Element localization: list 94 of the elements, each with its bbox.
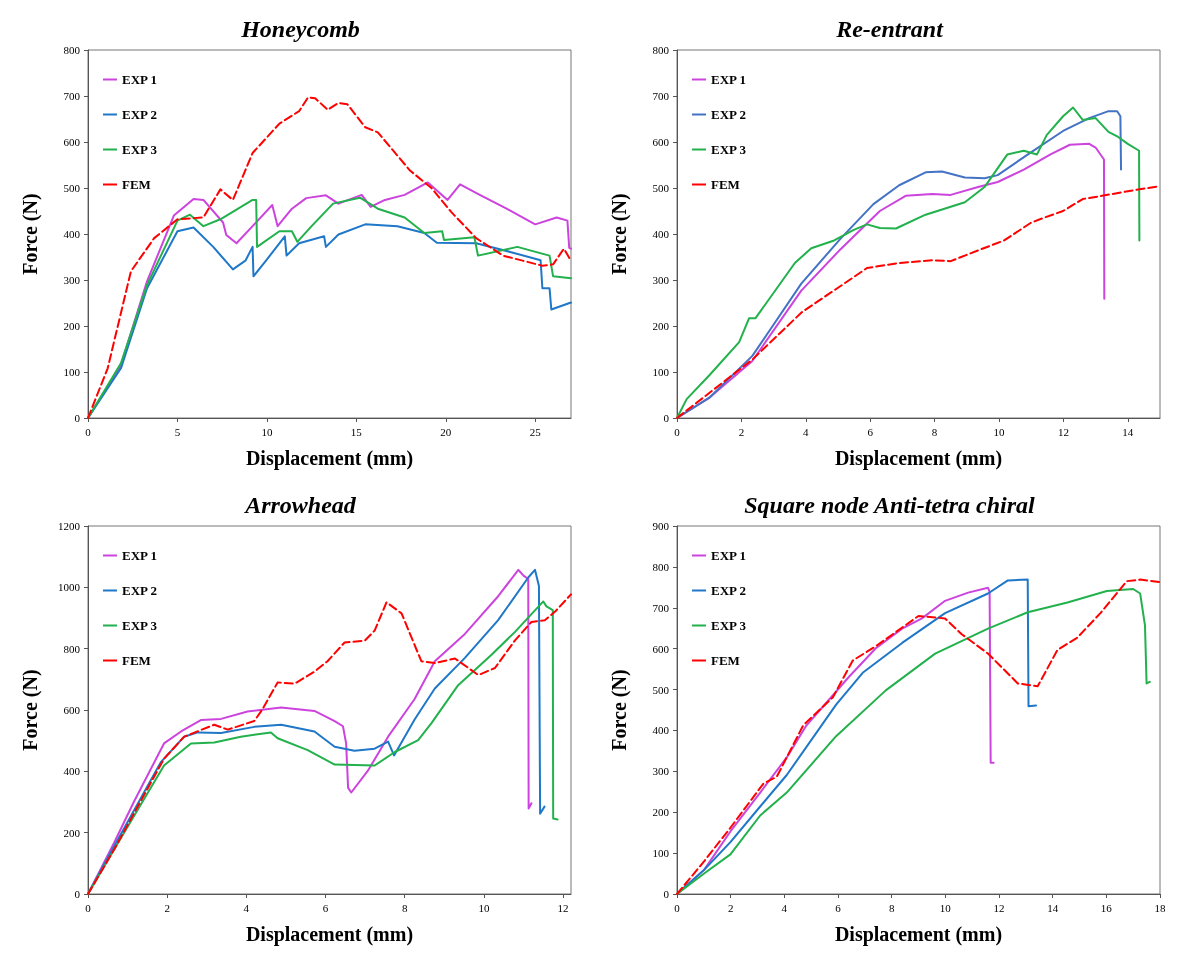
legend-label: EXP 1 (122, 72, 158, 87)
x-tick-label: 6 (322, 901, 329, 914)
legend-label: EXP 2 (711, 107, 747, 122)
x-tick-label: 0 (674, 425, 681, 438)
y-tick-label: 600 (63, 704, 81, 716)
x-tick-label: 8 (888, 901, 895, 914)
chart-title: Re-entrant (835, 16, 945, 42)
x-tick-label: 16 (1100, 901, 1113, 914)
y-tick-label: 300 (652, 765, 670, 778)
x-axis-title: Displacement (mm) (834, 923, 1003, 946)
x-tick-label: 8 (401, 901, 408, 914)
x-tick-label: 4 (803, 425, 810, 438)
y-axis-title: Force (N) (19, 193, 42, 275)
y-tick-label: 600 (63, 136, 81, 148)
legend-label: FEM (711, 177, 740, 192)
y-tick-label: 200 (652, 320, 670, 332)
y-tick-label: 400 (652, 228, 670, 240)
x-tick-label: 4 (243, 901, 250, 914)
y-axis-title: Force (N) (19, 669, 42, 751)
y-tick-label: 100 (652, 847, 670, 860)
legend-label: EXP 3 (122, 618, 158, 633)
y-tick-label: 800 (63, 44, 81, 56)
y-tick-label: 200 (63, 320, 81, 332)
legend-label: EXP 3 (711, 142, 747, 157)
chart-title: Honeycomb (240, 16, 360, 42)
y-tick-label: 100 (63, 366, 81, 378)
y-tick-label: 300 (63, 274, 81, 286)
x-tick-label: 4 (781, 901, 788, 914)
x-tick-label: 2 (727, 901, 734, 914)
legend-label: EXP 3 (122, 142, 158, 157)
x-tick-label: 15 (350, 425, 363, 438)
y-tick-label: 0 (74, 412, 81, 424)
y-tick-label: 1200 (58, 520, 81, 532)
x-tick-label: 5 (174, 425, 181, 438)
y-tick-label: 800 (63, 642, 81, 655)
legend-label: EXP 2 (122, 583, 158, 598)
x-axis-title: Displacement (mm) (245, 447, 414, 470)
x-axis-title: Displacement (mm) (245, 923, 414, 946)
x-tick-label: 20 (440, 425, 452, 438)
y-tick-label: 0 (74, 888, 81, 900)
y-axis-title: Force (N) (608, 669, 631, 751)
y-tick-label: 600 (652, 136, 670, 148)
x-tick-label: 2 (164, 901, 170, 914)
x-tick-label: 6 (835, 901, 842, 914)
y-tick-label: 800 (652, 44, 670, 56)
y-tick-label: 500 (652, 182, 670, 194)
y-tick-label: 500 (652, 683, 670, 696)
y-tick-label: 400 (652, 724, 670, 737)
y-tick-label: 500 (63, 182, 81, 194)
x-tick-label: 12 (993, 901, 1005, 914)
y-tick-label: 200 (63, 826, 81, 839)
x-tick-label: 6 (867, 425, 874, 438)
chart-title: Square node Anti-tetra chiral (744, 492, 1036, 518)
y-tick-label: 700 (63, 90, 81, 102)
y-axis-title: Force (N) (608, 193, 631, 275)
y-tick-label: 1000 (58, 581, 81, 594)
x-tick-label: 0 (85, 901, 92, 914)
x-tick-label: 10 (993, 425, 1005, 438)
x-tick-label: 0 (85, 425, 92, 438)
y-tick-label: 900 (652, 520, 670, 532)
x-axis-title: Displacement (mm) (834, 447, 1003, 470)
x-tick-label: 12 (557, 901, 569, 914)
legend-label: EXP 2 (122, 107, 158, 122)
legend-label: FEM (122, 177, 151, 192)
x-tick-label: 10 (478, 901, 490, 914)
y-tick-label: 700 (652, 90, 670, 102)
x-tick-label: 10 (939, 901, 952, 914)
y-tick-label: 400 (63, 765, 81, 778)
y-tick-label: 0 (663, 888, 670, 900)
x-tick-label: 2 (738, 425, 745, 438)
y-tick-label: 600 (652, 642, 670, 655)
x-tick-label: 25 (529, 425, 542, 438)
x-tick-label: 8 (931, 425, 938, 438)
x-tick-label: 12 (1057, 425, 1069, 438)
legend-label: EXP 1 (122, 548, 158, 563)
legend-label: FEM (122, 653, 151, 668)
y-tick-label: 700 (652, 601, 670, 614)
y-tick-label: 400 (63, 228, 81, 240)
y-tick-label: 300 (652, 274, 670, 286)
legend-label: EXP 1 (711, 548, 747, 563)
y-tick-label: 100 (652, 366, 670, 378)
legend-label: FEM (711, 653, 740, 668)
x-tick-label: 14 (1122, 425, 1134, 438)
x-tick-label: 0 (674, 901, 681, 914)
x-tick-label: 18 (1154, 901, 1166, 914)
legend-label: EXP 2 (711, 583, 747, 598)
legend-label: EXP 1 (711, 72, 747, 87)
y-tick-label: 0 (663, 412, 670, 424)
y-tick-label: 200 (652, 806, 670, 819)
x-tick-label: 14 (1047, 901, 1059, 914)
legend-label: EXP 3 (711, 618, 747, 633)
chart-title: Arrowhead (243, 492, 357, 518)
x-tick-label: 10 (261, 425, 273, 438)
y-tick-label: 800 (652, 560, 670, 573)
